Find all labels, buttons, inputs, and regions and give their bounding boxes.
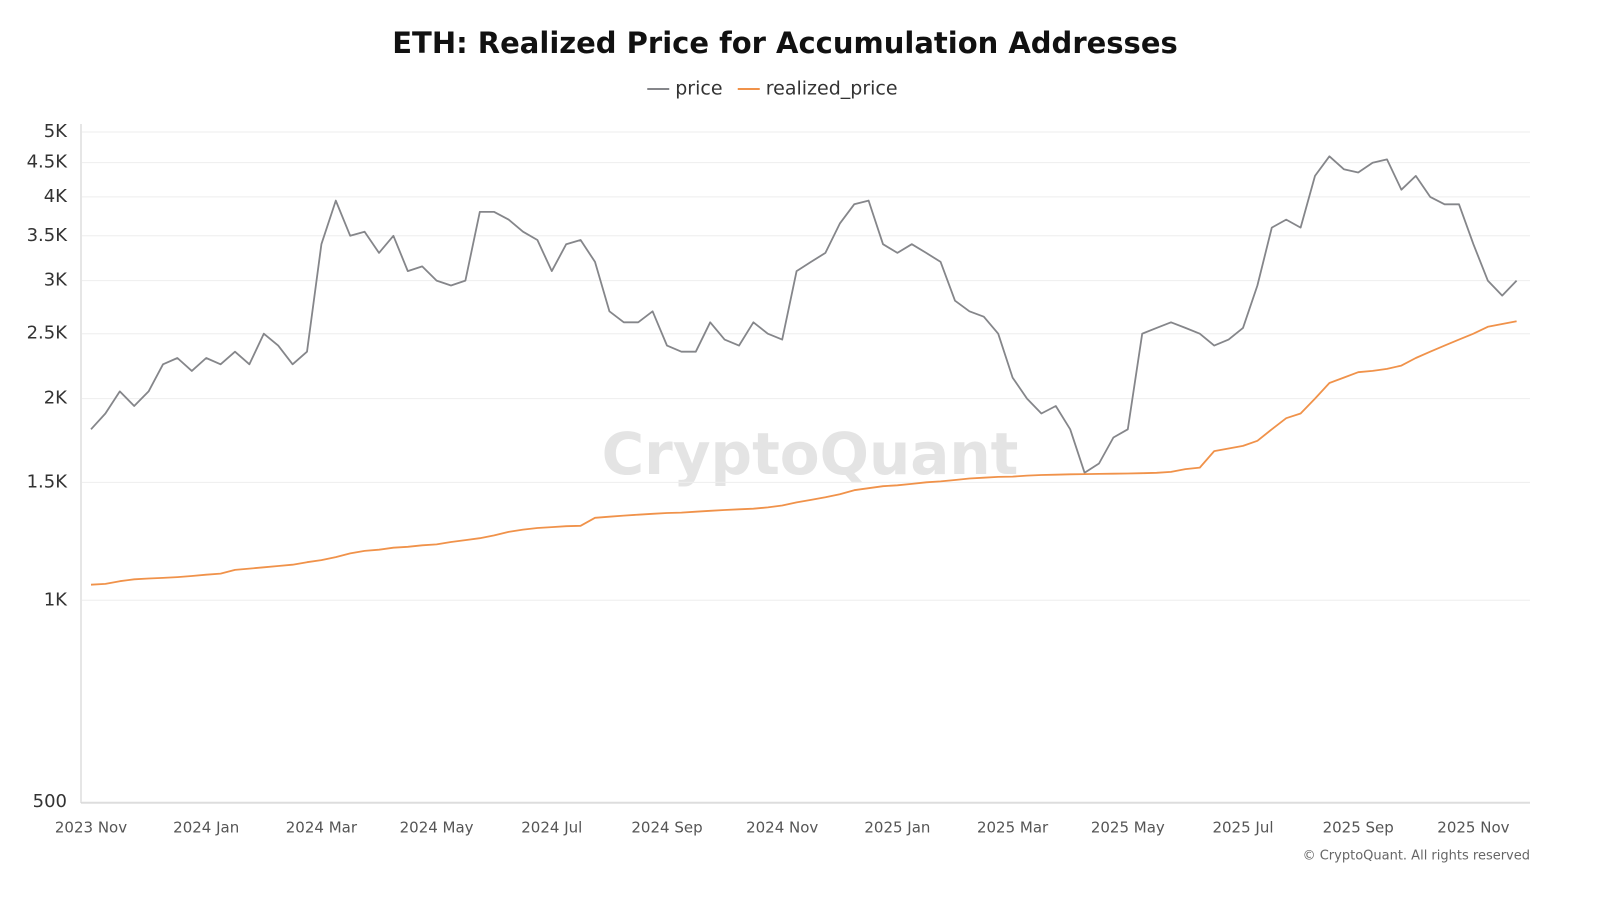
- y-tick-label: 4K: [44, 186, 68, 207]
- y-tick-label: 500: [33, 791, 67, 812]
- legend-label: price: [675, 78, 722, 100]
- y-tick-label: 2.5K: [27, 323, 69, 344]
- x-tick-label: 2024 Nov: [746, 819, 818, 837]
- watermark: CryptoQuant: [602, 420, 1019, 488]
- legend-label: realized_price: [766, 78, 898, 100]
- x-tick-label: 2025 Mar: [977, 819, 1049, 837]
- x-tick-label: 2024 Jul: [521, 819, 582, 837]
- x-tick-label: 2025 Nov: [1437, 819, 1509, 837]
- x-tick-label: 2024 May: [400, 819, 474, 837]
- y-tick-label: 3K: [44, 270, 68, 291]
- x-tick-label: 2024 Jan: [173, 819, 239, 837]
- x-tick-label: 2025 May: [1091, 819, 1165, 837]
- series-line: [90, 155, 1518, 474]
- y-tick-label: 1.5K: [27, 471, 69, 492]
- y-tick-label: 1K: [44, 589, 68, 610]
- y-tick-label: 4.5K: [27, 152, 69, 173]
- x-tick-label: 2024 Sep: [631, 819, 702, 837]
- x-tick-label: 2025 Sep: [1323, 819, 1394, 837]
- x-tick-label: 2023 Nov: [55, 819, 127, 837]
- x-tick-label: 2024 Mar: [286, 819, 358, 837]
- y-tick-label: 5K: [44, 121, 68, 142]
- series-line: [90, 320, 1517, 586]
- x-tick-label: 2025 Jan: [864, 819, 930, 837]
- x-tick-label: 2025 Jul: [1212, 819, 1273, 837]
- credit: © CryptoQuant. All rights reserved: [1303, 849, 1530, 864]
- y-tick-label: 3.5K: [27, 225, 69, 246]
- chart-title: ETH: Realized Price for Accumulation Add…: [392, 26, 1178, 60]
- y-tick-label: 2K: [44, 388, 68, 409]
